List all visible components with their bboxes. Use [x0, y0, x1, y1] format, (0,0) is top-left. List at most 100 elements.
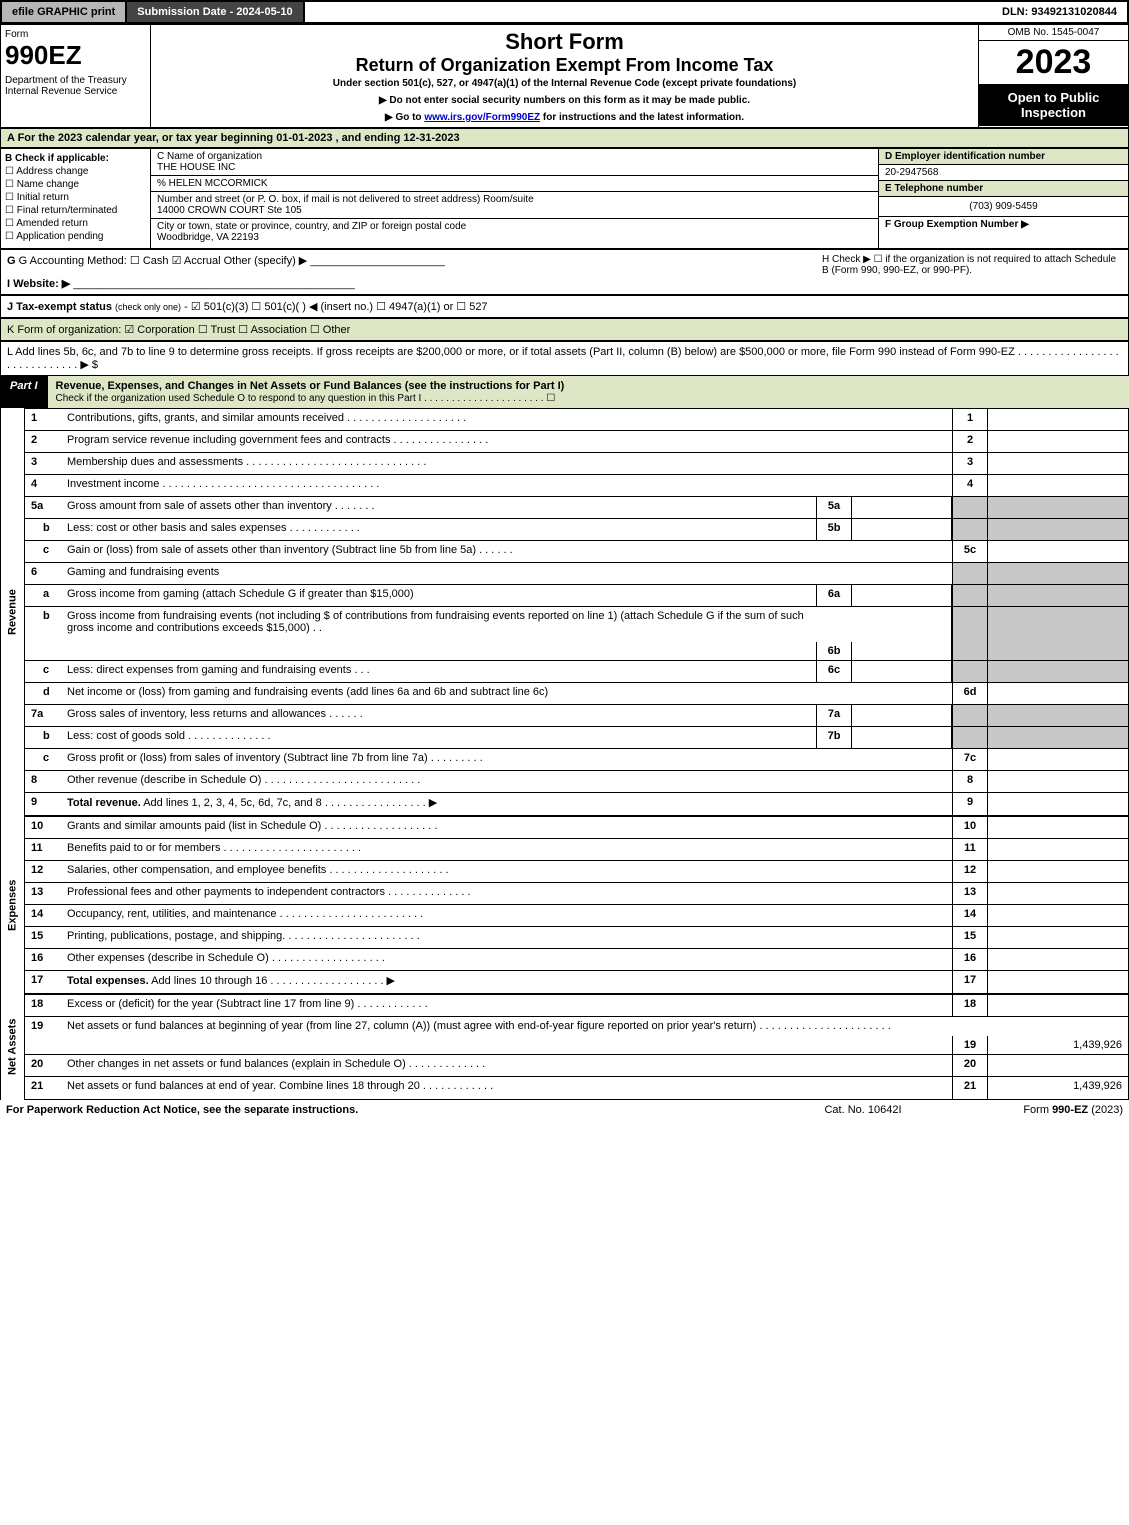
h-schedule-b: H Check ▶ ☐ if the organization is not r…: [822, 254, 1122, 290]
inspection-badge: Open to Public Inspection: [979, 84, 1128, 126]
ln6c-mn: 6c: [816, 661, 852, 682]
ln10-rn: 10: [952, 817, 988, 838]
expenses-sidebar: Expenses: [0, 816, 24, 994]
tax-year: 2023: [979, 41, 1128, 84]
ln17-rn: 17: [952, 971, 988, 993]
footer-left: For Paperwork Reduction Act Notice, see …: [6, 1104, 763, 1116]
ln20-desc: Other changes in net assets or fund bala…: [63, 1055, 952, 1076]
efile-print-button[interactable]: efile GRAPHIC print: [2, 2, 127, 22]
ln5a-num: 5a: [25, 497, 63, 518]
ln1-rn: 1: [952, 409, 988, 430]
ln6-desc: Gaming and fundraising events: [63, 563, 952, 584]
ln1-val: [988, 409, 1128, 430]
part1-header: Part I Revenue, Expenses, and Changes in…: [0, 376, 1129, 408]
chk-amended-return[interactable]: ☐ Amended return: [5, 218, 146, 229]
ln7b-rn: [952, 727, 988, 748]
ln7b-val: [988, 727, 1128, 748]
ln7a-num: 7a: [25, 705, 63, 726]
dept-label: Department of the Treasury Internal Reve…: [5, 75, 146, 97]
ln21-num: 21: [25, 1077, 63, 1099]
ln14-desc: Occupancy, rent, utilities, and maintena…: [63, 905, 952, 926]
ln11-desc: Benefits paid to or for members . . . . …: [63, 839, 952, 860]
ln9-val: [988, 793, 1128, 815]
chk-application-pending[interactable]: ☐ Application pending: [5, 231, 146, 242]
ln6c-mv: [852, 661, 952, 682]
d-ein: 20-2947568: [879, 165, 1128, 181]
ln12-val: [988, 861, 1128, 882]
ln13-num: 13: [25, 883, 63, 904]
row-j-tax-exempt: J Tax-exempt status (check only one) - ☑…: [0, 295, 1129, 318]
block-bcdef: B Check if applicable: ☐ Address change …: [0, 148, 1129, 249]
ln4-val: [988, 475, 1128, 496]
ln11-num: 11: [25, 839, 63, 860]
ln5b-mn: 5b: [816, 519, 852, 540]
ln5b-mv: [852, 519, 952, 540]
ln7b-num: b: [25, 727, 63, 748]
ln2-num: 2: [25, 431, 63, 452]
ln6-rn: [952, 563, 988, 584]
ln7c-rn: 7c: [952, 749, 988, 770]
ln5b-val: [988, 519, 1128, 540]
chk-final-return[interactable]: ☐ Final return/terminated: [5, 205, 146, 216]
ln13-desc: Professional fees and other payments to …: [63, 883, 952, 904]
ln6d-val: [988, 683, 1128, 704]
ln6b-val: [988, 607, 1128, 660]
ln5b-rn: [952, 519, 988, 540]
ln3-rn: 3: [952, 453, 988, 474]
ln6c-num: c: [25, 661, 63, 682]
form-code: 990EZ: [5, 40, 146, 71]
ln18-rn: 18: [952, 995, 988, 1016]
ln7a-val: [988, 705, 1128, 726]
ln2-rn: 2: [952, 431, 988, 452]
c-city-label: City or town, state or province, country…: [157, 221, 872, 232]
ln6b-desc: Gross income from fundraising events (no…: [63, 607, 816, 660]
ln19-num: 19: [25, 1017, 63, 1054]
ln7b-mv: [852, 727, 952, 748]
chk-name-change[interactable]: ☐ Name change: [5, 179, 146, 190]
chk-initial-return[interactable]: ☐ Initial return: [5, 192, 146, 203]
ln6-num: 6: [25, 563, 63, 584]
ln5c-rn: 5c: [952, 541, 988, 562]
ln19-rn: 19: [952, 1036, 988, 1054]
ln6-val: [988, 563, 1128, 584]
expenses-section: Expenses 10Grants and similar amounts pa…: [0, 816, 1129, 994]
netassets-section: Net Assets 18Excess or (deficit) for the…: [0, 994, 1129, 1100]
subtitle: Under section 501(c), 527, or 4947(a)(1)…: [155, 78, 974, 89]
chk-address-change[interactable]: ☐ Address change: [5, 166, 146, 177]
ln14-rn: 14: [952, 905, 988, 926]
ln12-num: 12: [25, 861, 63, 882]
ln12-rn: 12: [952, 861, 988, 882]
ln13-rn: 13: [952, 883, 988, 904]
ln15-rn: 15: [952, 927, 988, 948]
ln18-num: 18: [25, 995, 63, 1016]
title-short-form: Short Form: [155, 29, 974, 55]
ln5a-desc: Gross amount from sale of assets other t…: [63, 497, 816, 518]
col-def: D Employer identification number 20-2947…: [878, 149, 1128, 248]
submission-date-button[interactable]: Submission Date - 2024-05-10: [127, 2, 304, 22]
row-k-form-org: K Form of organization: ☑ Corporation ☐ …: [0, 318, 1129, 341]
ln14-val: [988, 905, 1128, 926]
ln9-num: 9: [25, 793, 63, 815]
ln5a-mv: [852, 497, 952, 518]
ln6a-val: [988, 585, 1128, 606]
ln6a-desc: Gross income from gaming (attach Schedul…: [63, 585, 816, 606]
ln6d-desc: Net income or (loss) from gaming and fun…: [63, 683, 952, 704]
ln9-rn: 9: [952, 793, 988, 815]
ln16-val: [988, 949, 1128, 970]
ln5a-rn: [952, 497, 988, 518]
ln8-num: 8: [25, 771, 63, 792]
ln21-val: 1,439,926: [988, 1077, 1128, 1099]
dln-label: DLN: 93492131020844: [992, 2, 1127, 22]
ln6b-mv: [852, 607, 952, 660]
ln8-rn: 8: [952, 771, 988, 792]
irs-link[interactable]: www.irs.gov/Form990EZ: [424, 112, 540, 123]
ln1-num: 1: [25, 409, 63, 430]
ln5a-val: [988, 497, 1128, 518]
ln10-val: [988, 817, 1128, 838]
ln16-rn: 16: [952, 949, 988, 970]
ln8-desc: Other revenue (describe in Schedule O) .…: [63, 771, 952, 792]
ln7c-num: c: [25, 749, 63, 770]
col-b-checkboxes: B Check if applicable: ☐ Address change …: [1, 149, 151, 248]
ln15-desc: Printing, publications, postage, and shi…: [63, 927, 952, 948]
part1-tag: Part I: [0, 376, 48, 408]
